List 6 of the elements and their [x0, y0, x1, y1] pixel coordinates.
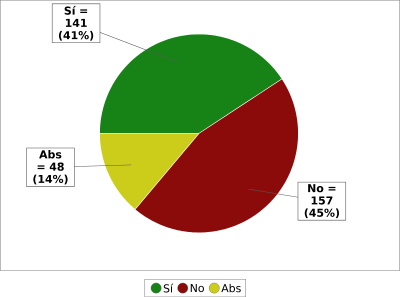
legend-label: Abs [221, 284, 241, 292]
legend-label: No [190, 284, 204, 292]
data-label: Abs = 48 (14%) [33, 150, 68, 184]
data-label: Sí = 141 (41%) [58, 6, 94, 41]
legend-label: Sí [164, 284, 174, 292]
data-label: No = 157 (45%) [304, 184, 340, 218]
